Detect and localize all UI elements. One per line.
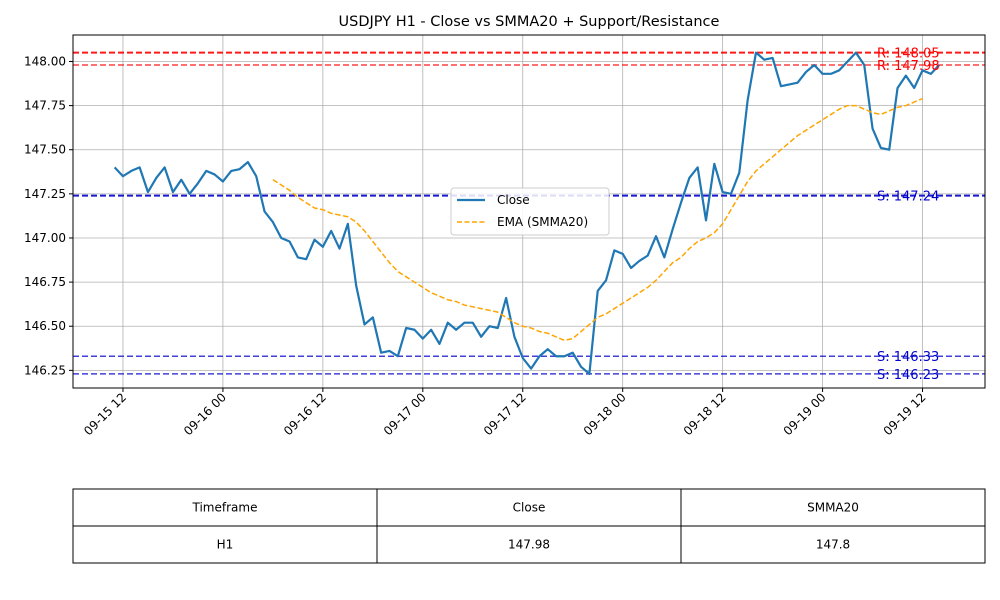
x-tick-label: 09-18 00 <box>581 390 629 438</box>
resistance-level-label: R: 148.05 <box>877 47 940 62</box>
x-tick-label: 09-17 12 <box>481 390 529 438</box>
y-tick-label: 147.75 <box>24 99 66 113</box>
x-tick-label: 09-15 12 <box>81 390 129 438</box>
legend-label: Close <box>497 193 530 207</box>
chart-title: USDJPY H1 - Close vs SMMA20 + Support/Re… <box>339 14 720 30</box>
y-tick-label: 146.75 <box>24 275 66 289</box>
y-tick-label: 147.25 <box>24 187 66 201</box>
resistance-level-label: R: 147.98 <box>877 59 940 74</box>
x-tick-label: 09-16 12 <box>281 390 329 438</box>
table-cell: H1 <box>217 538 234 552</box>
y-tick-label: 146.25 <box>24 363 66 377</box>
x-tick-label: 09-18 12 <box>681 390 729 438</box>
x-tick-label: 09-17 00 <box>381 390 429 438</box>
table-header-cell: SMMA20 <box>807 501 859 515</box>
support-level-label: S: 146.33 <box>877 350 939 365</box>
y-tick-label: 146.50 <box>24 319 66 333</box>
x-tick-label: 09-19 12 <box>881 390 929 438</box>
x-tick-label: 09-16 00 <box>181 390 229 438</box>
y-tick-label: 147.00 <box>24 231 66 245</box>
close-series-line <box>113 51 940 375</box>
table-cell: 147.98 <box>508 538 550 552</box>
y-tick-label: 148.00 <box>24 54 66 68</box>
table-header-cell: Close <box>513 501 546 515</box>
x-tick-label: 09-19 00 <box>781 390 829 438</box>
legend-label: EMA (SMMA20) <box>497 215 588 229</box>
table-header-cell: Timeframe <box>192 501 258 515</box>
support-level-label: S: 147.24 <box>877 190 939 205</box>
plot-frame <box>72 34 986 389</box>
legend-box <box>450 187 610 236</box>
support-level-label: S: 146.23 <box>877 368 939 383</box>
table-cell: 147.8 <box>816 538 850 552</box>
y-tick-label: 147.50 <box>24 143 66 157</box>
smma-series-line <box>272 97 923 342</box>
